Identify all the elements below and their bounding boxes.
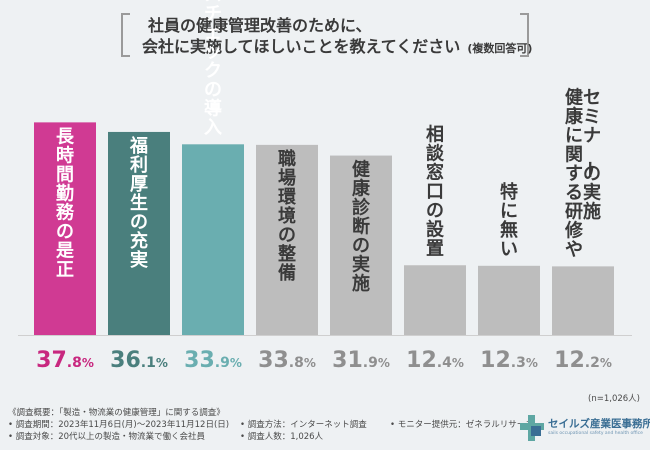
chart-title-main: 会社に実施してほしいことを教えてください — [142, 37, 460, 56]
footer-row-1: • 調査期間：2023年11月6日(月)〜2023年11月12日(日) • 調査方… — [8, 419, 534, 431]
bar-label-6: 相談窓口の設置 — [426, 124, 445, 259]
logo-tagline: sails occupational safety and health off… — [548, 431, 643, 436]
value-labels-group: 37.8% 36.1% 33.9% 33.8% 31.9% 12.4% 12.3% 12.2% — [36, 348, 612, 373]
bar-label-column: 健康診断の実施 — [352, 159, 371, 295]
value-label-5: 31.9% — [332, 348, 390, 373]
bar-label-column: ストレスチェックの導入 — [204, 0, 222, 138]
bar-5 — [330, 155, 392, 335]
survey-footer: 《調査概要：「製造・物流業の健康管理」に関する調査》 • 調査期間：2023年1… — [8, 407, 534, 443]
bar-label-3: ストレスチェックの導入 — [204, 0, 222, 138]
value-label-7: 12.3% — [480, 348, 538, 373]
title-block: 社員の健康管理改善のために、 会社に実施してほしいことを教えてください (複数回… — [121, 13, 532, 57]
footer-row-2: • 調査対象：20代以上の製造・物流業で働く会社員 • 調査人数：1,026人 — [8, 431, 534, 443]
bar-label-2: 福利厚生の充実 — [129, 135, 148, 271]
logo-name: セイルズ産業医事務所 — [548, 418, 650, 430]
footer-target: • 調査対象：20代以上の製造・物流業で働く会社員 — [8, 432, 206, 442]
value-label-2: 36.1% — [110, 348, 168, 373]
value-label-1: 37.8% — [36, 348, 94, 373]
bar-6 — [404, 265, 466, 335]
company-logo: セイルズ産業医事務所 sails occupational safety and… — [520, 413, 650, 443]
value-label-6: 12.4% — [406, 348, 464, 373]
footer-method: • 調査方法：インターネット調査 — [240, 420, 367, 430]
footer-monitor: • モニター提供元：ゼネラルリサーチ — [390, 420, 534, 430]
footer-period: • 調査期間：2023年11月6日(月)〜2023年11月12日(日) — [8, 420, 230, 430]
bar-7 — [478, 265, 540, 335]
bar-label-column: 特に無い — [500, 181, 518, 260]
bar-8 — [552, 266, 614, 335]
chart-title-line1: 社員の健康管理改善のために、 — [147, 16, 372, 35]
value-label-3: 33.9% — [184, 348, 242, 373]
chart-title-line2: 会社に実施してほしいことを教えてください (複数回答可) — [142, 37, 532, 56]
title-bracket-right — [520, 13, 529, 57]
bar-label-column: 福利厚生の充実 — [129, 135, 148, 271]
bar-label-column: 健康に関する研修や — [564, 86, 584, 260]
bar-label-1: 長時間勤務の是正 — [55, 126, 75, 280]
bar-label-column: 職場環境の整備 — [277, 148, 297, 284]
bar-4 — [256, 144, 318, 335]
title-bracket-left — [121, 13, 130, 57]
sample-size-note: (n=1,026人) — [588, 394, 640, 404]
bar-labels-group: 長時間勤務の是正 福利厚生の充実 ストレスチェックの導入職場環境の整備 健康診断の実施… — [55, 0, 601, 295]
value-label-8: 12.2% — [554, 348, 612, 373]
bar-label-5: 健康診断の実施 — [352, 159, 371, 295]
bar-1 — [34, 122, 96, 335]
bar-label-7: 特に無い — [500, 181, 518, 260]
bar-2 — [108, 131, 170, 335]
bar-label-column: セミナーの実施 — [578, 87, 601, 222]
value-label-4: 33.8% — [258, 348, 316, 373]
footer-title: 《調査概要：「製造・物流業の健康管理」に関する調査》 — [8, 408, 225, 418]
bar-label-column: 長時間勤務の是正 — [55, 126, 75, 280]
bars-group — [34, 122, 614, 335]
chart-title-suffix: (複数回答可) — [467, 41, 532, 55]
bar-label-4: 職場環境の整備 — [277, 148, 297, 284]
cross-logo-icon — [520, 415, 544, 441]
bar-label-column: 相談窓口の設置 — [426, 124, 445, 259]
footer-count: • 調査人数：1,026人 — [240, 432, 324, 442]
bar-3 — [182, 144, 244, 335]
